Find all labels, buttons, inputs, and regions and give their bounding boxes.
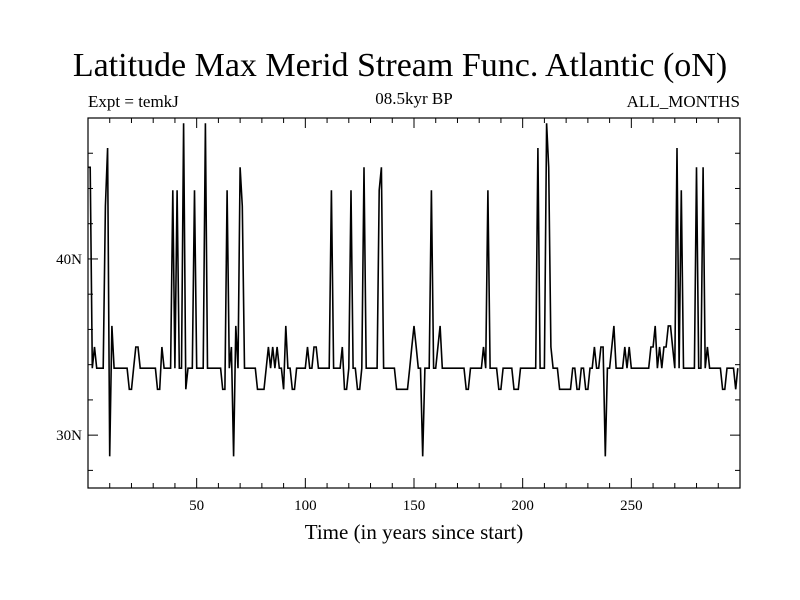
x-tick-label: 150 (403, 498, 426, 514)
x-tick-label: 100 (294, 498, 317, 514)
period-label: 08.5kyr BP (375, 89, 453, 108)
months-label: ALL_MONTHS (626, 92, 740, 111)
x-axis-label: Time (in years since start) (304, 520, 524, 544)
y-tick-label: 40N (56, 252, 82, 268)
x-tick-label: 250 (620, 498, 643, 514)
experiment-label: Expt = temkJ (88, 92, 179, 111)
x-tick-label: 50 (189, 498, 204, 514)
tick-label-group: 50 100 150 200 250 30N 40N (56, 252, 642, 514)
chart-title: Latitude Max Merid Stream Func. Atlantic… (72, 47, 728, 84)
series-line (88, 123, 739, 457)
y-tick-label: 30N (56, 428, 82, 444)
plot-frame (87, 117, 741, 489)
x-tick-label: 200 (511, 498, 534, 514)
